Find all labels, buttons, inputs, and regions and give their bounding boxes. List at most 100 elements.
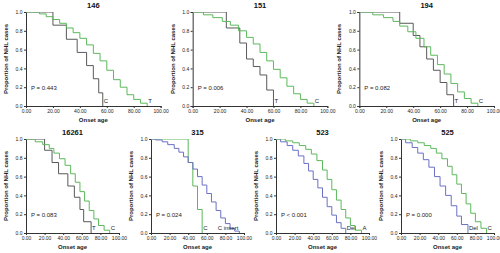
tick-label: 1.0 xyxy=(182,9,189,15)
tick-label: 0.8 xyxy=(391,155,398,161)
tick: 0.00 xyxy=(272,233,282,241)
curve-labels: DelA xyxy=(347,225,367,231)
tick-label: 100.00 xyxy=(237,235,253,241)
tick-label: 0.8 xyxy=(141,155,148,161)
tick: 0.0 xyxy=(349,103,359,109)
tick: 80.00 xyxy=(128,106,141,114)
tick-label: 0.0 xyxy=(182,103,189,109)
tick-label: 0.0 xyxy=(141,230,148,236)
tick: 0.8 xyxy=(391,155,401,161)
tick-label: 0.0 xyxy=(266,230,273,236)
survival-curve xyxy=(401,139,487,233)
tick: 0.0 xyxy=(182,103,192,109)
tick-label: 0.4 xyxy=(16,193,23,199)
chart-title: 523 xyxy=(316,128,329,137)
tick-label: 60.00 xyxy=(451,235,464,241)
plot-area xyxy=(151,139,239,233)
tick-label: 80.00 xyxy=(461,108,474,114)
tick: 100.00 xyxy=(362,233,378,241)
tick: 0.8 xyxy=(266,155,276,161)
tick: 60.00 xyxy=(201,233,214,241)
tick: 0.8 xyxy=(16,28,26,34)
tick-label: 1.0 xyxy=(266,136,273,142)
tick-mark xyxy=(274,214,276,215)
survival-curve xyxy=(276,139,362,233)
tick: 60.00 xyxy=(101,106,114,114)
tick-mark xyxy=(274,177,276,178)
x-axis: 0.0020.0040.0060.0080.00100.00 xyxy=(22,106,169,114)
tick-label: 100.00 xyxy=(487,108,500,114)
plot-area xyxy=(276,139,362,233)
tick: 0.4 xyxy=(391,193,401,199)
tick: 60.00 xyxy=(434,106,447,114)
panel: 0.0020.0040.0060.0080.00100.000.00.20.40… xyxy=(378,128,500,250)
panel: 0.0020.0040.0060.0080.00100.000.00.20.40… xyxy=(3,1,169,123)
tick: 80.00 xyxy=(470,233,483,241)
tick: 1.0 xyxy=(16,136,26,142)
tick-label: 60.00 xyxy=(268,108,281,114)
tick-label: 0.00 xyxy=(188,108,198,114)
tick-label: 0.0 xyxy=(349,103,356,109)
tick: 0.4 xyxy=(141,193,151,199)
tick-label: 100.00 xyxy=(154,108,170,114)
tick-label: 0.8 xyxy=(266,155,273,161)
tick: 0.00 xyxy=(397,233,407,241)
axis-line xyxy=(399,140,402,234)
tick-label: 40.00 xyxy=(241,108,254,114)
x-axis-title: Onset age xyxy=(58,244,88,250)
tick-label: 0.4 xyxy=(141,193,148,199)
curve-label: C xyxy=(315,98,320,104)
tick-mark xyxy=(24,12,26,13)
tick-label: 0.6 xyxy=(349,47,356,53)
plot-area xyxy=(401,139,487,233)
tick: 40.00 xyxy=(182,233,195,241)
tick-mark xyxy=(24,177,26,178)
tick: 0.6 xyxy=(16,174,26,180)
tick-mark xyxy=(149,177,151,178)
tick-label: 60.00 xyxy=(201,235,214,241)
survival-curve xyxy=(359,12,478,106)
tick: 0.8 xyxy=(182,28,192,34)
tick-label: 0.6 xyxy=(16,47,23,53)
tick-label: 80.00 xyxy=(295,108,308,114)
tick-label: 0.2 xyxy=(16,84,23,90)
tick: 20.00 xyxy=(414,233,427,241)
tick-label: 0.6 xyxy=(16,174,23,180)
curve-labels: TC xyxy=(274,98,319,104)
x-axis-title: Onset age xyxy=(183,244,213,250)
tick-mark xyxy=(357,12,359,13)
tick-mark xyxy=(399,139,401,140)
tick: 100.00 xyxy=(237,233,253,241)
tick-label: 0.2 xyxy=(349,84,356,90)
tick: 40.00 xyxy=(432,233,445,241)
y-axis-title: Proportion of NHL cases xyxy=(3,23,9,94)
tick-label: 0.6 xyxy=(141,174,148,180)
tick: 100.00 xyxy=(154,106,170,114)
tick: 1.0 xyxy=(349,9,359,15)
tick: 100.00 xyxy=(487,106,500,114)
x-axis-title: Onset age xyxy=(412,117,442,123)
tick-label: 0.4 xyxy=(349,66,356,72)
tick-label: 0.0 xyxy=(16,230,23,236)
tick-mark xyxy=(357,68,359,69)
tick: 0.4 xyxy=(182,66,192,72)
tick-label: 20.00 xyxy=(381,108,394,114)
tick-label: 0.0 xyxy=(16,103,23,109)
tick-label: 0.8 xyxy=(16,155,23,161)
survival-curve xyxy=(401,139,468,233)
tick: 60.00 xyxy=(76,233,89,241)
tick-mark xyxy=(191,31,193,32)
tick-mark xyxy=(24,195,26,196)
curve-label: C insert xyxy=(218,225,239,231)
tick-label: 0.6 xyxy=(182,47,189,53)
tick-label: 0.00 xyxy=(22,235,32,241)
tick-mark xyxy=(191,87,193,88)
tick-label: 0.00 xyxy=(22,108,32,114)
tick-label: 0.2 xyxy=(16,211,23,217)
tick-label: 20.00 xyxy=(289,235,302,241)
tick-label: 0.8 xyxy=(349,28,356,34)
tick: 0.00 xyxy=(22,233,32,241)
y-axis-title: Proportion of NHL cases xyxy=(378,150,384,221)
tick-mark xyxy=(274,195,276,196)
tick: 60.00 xyxy=(326,233,339,241)
